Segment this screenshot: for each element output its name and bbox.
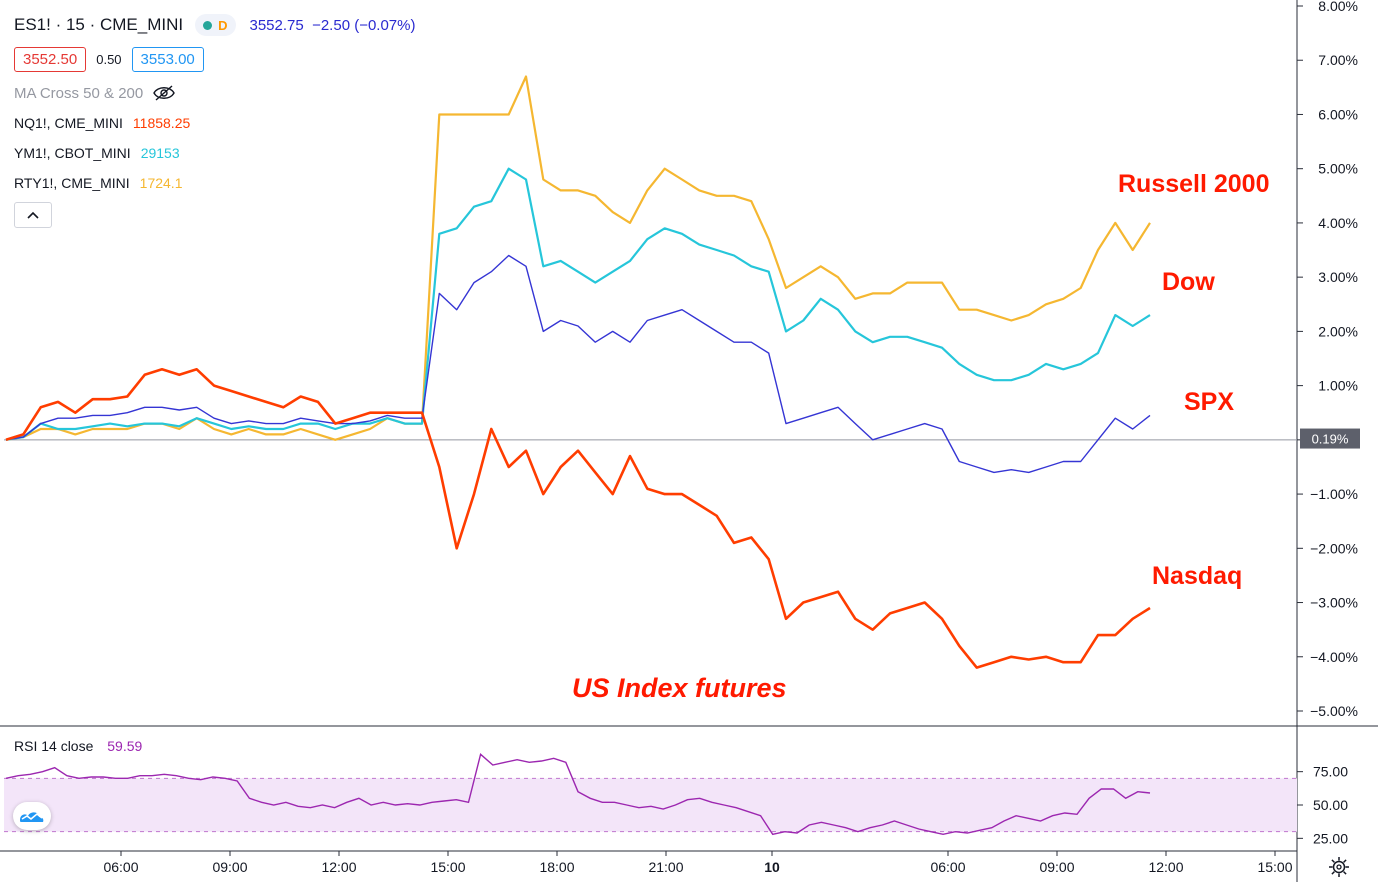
symbol-title[interactable]: ES1! · 15 · CME_MINI [14,15,184,34]
change-value: −2.50 (−0.07%) [312,16,416,34]
time-tick-label: 18:00 [539,859,574,875]
current-value-badge-label: 0.19% [1312,432,1349,447]
time-tick-label: 15:00 [1257,859,1292,875]
time-tick-label: 12:00 [1148,859,1183,875]
rsi-label: RSI 14 close [14,738,94,754]
series-legend-value: 1724.1 [139,175,183,191]
series-legend-label: NQ1!, CME_MINI [14,115,123,131]
price-tick-label: 8.00% [1318,0,1358,14]
chart-legend: ES1! · 15 · CME_MINI D 3552.75 −2.50 (−0… [14,10,415,228]
annotation-dow: Dow [1162,268,1215,296]
series-line-3 [5,254,1151,474]
last-value: 3552.75 [249,16,304,34]
series-legend-value: 29153 [140,145,180,161]
indicator-name: MA Cross 50 & 200 [14,84,144,102]
rsi-tick-label: 25.00 [1313,830,1348,846]
collapse-legend-button[interactable] [14,202,52,228]
price-tick-label: 2.00% [1318,323,1358,339]
spread-value: 0.50 [96,51,122,67]
rsi-legend: RSI 14 close 59.59 [14,738,142,754]
price-tick-label: −3.00% [1310,595,1358,611]
series-legend-row[interactable]: RTY1!, CME_MINI 1724.1 [14,168,415,198]
time-tick-label: 06:00 [930,859,965,875]
chart-annotations: Russell 2000 Dow SPX Nasdaq US Index futures [572,170,1270,703]
symbol-row: ES1! · 15 · CME_MINI D 3552.75 −2.50 (−0… [14,10,415,40]
price-tick-label: −2.00% [1310,540,1358,556]
tradingview-logo-icon [20,812,44,822]
series-legend-row[interactable]: YM1!, CBOT_MINI 29153 [14,138,415,168]
annotation-title: US Index futures [572,673,787,703]
last-price: 3552.75 −2.50 (−0.07%) [250,17,416,34]
time-tick-label: 09:00 [1039,859,1074,875]
gear-icon [1329,857,1349,877]
price-tick-label: −4.00% [1310,649,1358,665]
annotation-nasdaq: Nasdaq [1152,562,1242,590]
chevron-up-icon [27,211,39,219]
time-tick-label: 12:00 [321,859,356,875]
price-series [5,75,1151,669]
current-value-badge [1300,428,1360,449]
rsi-line [5,753,1151,836]
time-tick-label: 06:00 [103,859,138,875]
bid-ask-row: 3552.50 0.50 3553.00 [14,40,415,78]
rsi-band [4,778,1297,832]
time-tick-label: 09:00 [212,859,247,875]
series-legend-row[interactable]: NQ1!, CME_MINI 11858.25 [14,108,415,138]
rsi-value: 59.59 [107,738,143,754]
time-tick-label: 15:00 [430,859,465,875]
series-legend-label: YM1!, CBOT_MINI [14,145,131,161]
rsi-tick-label: 50.00 [1313,797,1348,813]
market-status-letter: D [218,17,228,33]
axis-ticks: 8.00% 7.00% 6.00% 5.00% 4.00% 3.00% 2.00% 1.00%… [103,0,1360,875]
rsi-pane [4,753,1297,836]
price-tick-label: 7.00% [1318,52,1358,68]
series-line-0 [5,368,1151,669]
price-tick-label: 4.00% [1318,215,1358,231]
market-status-pill[interactable]: D [195,14,236,36]
indicator-row[interactable]: MA Cross 50 & 200 [14,78,415,108]
buy-button[interactable]: 3553.00 [131,46,204,72]
price-tick-label: −5.00% [1310,703,1358,719]
price-tick-label: 6.00% [1318,106,1358,122]
annotation-russell: Russell 2000 [1118,170,1270,198]
price-tick-label: 5.00% [1318,161,1358,177]
price-tick-label: −1.00% [1310,486,1358,502]
series-legend-label: RTY1!, CME_MINI [14,175,130,191]
time-tick-label: 10 [764,859,780,875]
sell-button[interactable]: 3552.50 [14,46,87,72]
tradingview-logo[interactable] [13,802,51,830]
market-open-icon [203,20,213,30]
price-tick-label: 1.00% [1318,378,1358,394]
rsi-tick-label: 75.00 [1313,764,1348,780]
series-line-1 [5,167,1151,441]
time-tick-label: 21:00 [648,859,683,875]
annotation-spx: SPX [1184,388,1234,416]
chart-settings-button[interactable] [1326,854,1352,880]
price-tick-label: 3.00% [1318,269,1358,285]
hidden-eye-icon[interactable] [153,85,176,101]
series-legend-value: 11858.25 [132,115,191,131]
